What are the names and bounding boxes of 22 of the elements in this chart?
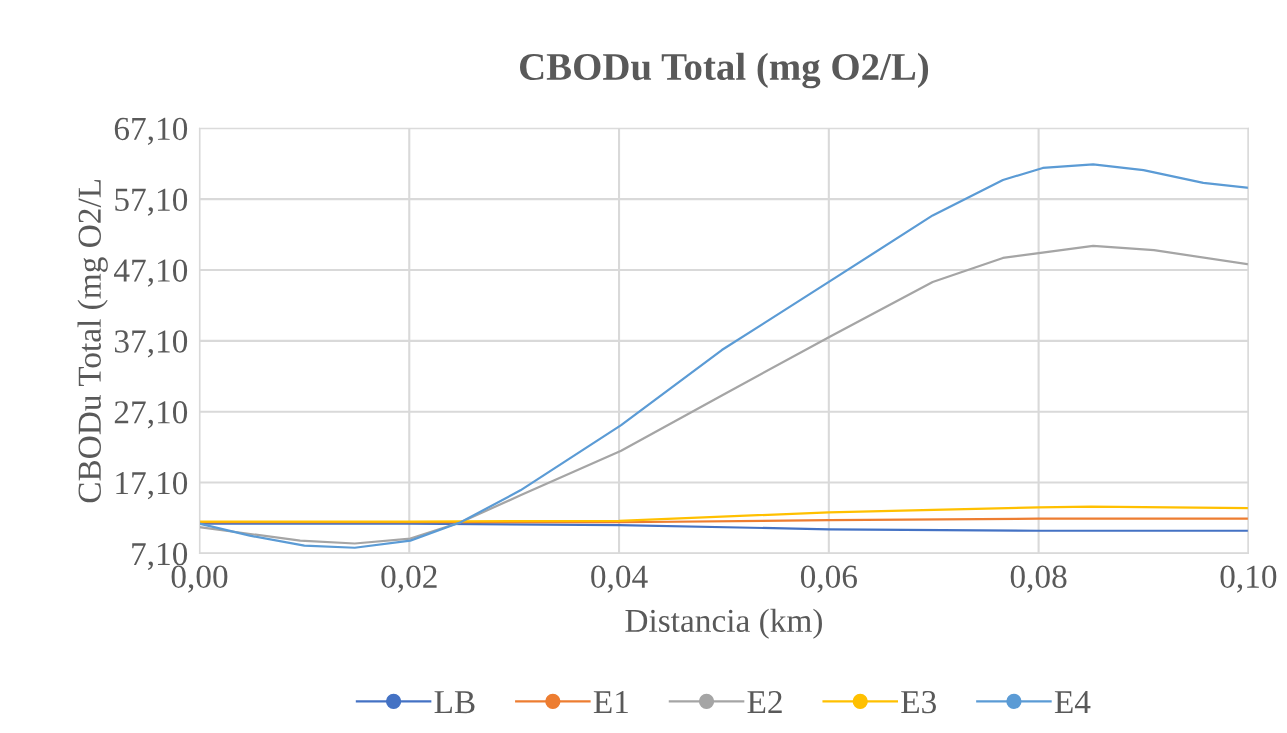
x-axis-title: Distancia (km) bbox=[625, 608, 822, 639]
legend-label: LB bbox=[434, 691, 475, 714]
legend-label: E1 bbox=[593, 691, 628, 714]
y-tick-label: 27,10 bbox=[114, 401, 188, 429]
legend-label: E3 bbox=[901, 690, 936, 714]
x-tick-label: 0,04 bbox=[591, 565, 648, 593]
y-tick-label: 47,10 bbox=[114, 259, 188, 287]
x-tick-label: 0,10 bbox=[1220, 565, 1277, 593]
line-series bbox=[199, 163, 1249, 549]
y-axis-title: CBODu Total (mg O2/L bbox=[77, 179, 108, 503]
y-tick-label: 57,10 bbox=[115, 188, 188, 216]
x-tick-label: 0,06 bbox=[800, 565, 857, 593]
x-tick-label: 0,08 bbox=[1010, 565, 1067, 593]
x-tick-label: 0,02 bbox=[381, 565, 437, 593]
legend-label: E2 bbox=[747, 690, 782, 714]
y-tick-label: 37,10 bbox=[114, 330, 188, 358]
chart-title: CBODu Total (mg O2/L) bbox=[520, 52, 929, 89]
legend-label: E4 bbox=[1054, 691, 1091, 714]
line-series bbox=[199, 505, 1249, 523]
y-tick-label: 17,10 bbox=[116, 471, 188, 500]
line-series bbox=[199, 244, 1249, 545]
y-tick-label: 67,10 bbox=[114, 117, 188, 145]
